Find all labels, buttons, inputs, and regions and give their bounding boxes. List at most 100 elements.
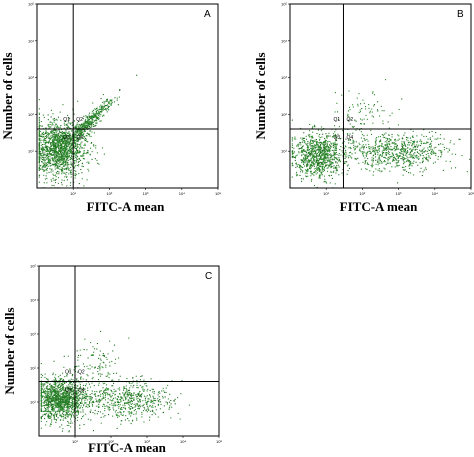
data-point	[53, 394, 55, 396]
data-point	[327, 153, 329, 155]
data-point	[332, 159, 334, 161]
data-point	[59, 168, 61, 170]
data-point	[70, 381, 72, 383]
data-point	[66, 404, 68, 406]
data-point	[50, 162, 52, 164]
data-point	[108, 105, 110, 107]
data-point	[60, 416, 62, 418]
data-point	[63, 145, 65, 147]
data-point	[66, 402, 68, 404]
data-point	[378, 168, 380, 170]
data-point	[330, 142, 332, 144]
data-point	[312, 165, 314, 167]
data-point	[78, 411, 80, 413]
data-point	[58, 138, 60, 140]
data-point	[52, 390, 54, 392]
data-point	[71, 394, 73, 396]
data-point	[66, 413, 68, 415]
data-point	[301, 155, 303, 157]
data-point	[315, 153, 317, 155]
data-point	[74, 139, 76, 141]
data-point	[49, 150, 51, 152]
data-point	[38, 160, 40, 162]
data-point	[81, 397, 83, 399]
data-point	[67, 400, 69, 402]
data-point	[54, 402, 56, 404]
data-point	[295, 173, 297, 175]
data-point	[420, 155, 422, 157]
data-point	[61, 148, 63, 150]
data-point	[62, 140, 64, 142]
data-point	[49, 126, 51, 128]
data-point	[395, 159, 397, 161]
data-point	[350, 156, 352, 158]
data-point	[41, 161, 43, 163]
data-point	[75, 393, 77, 395]
data-point	[421, 152, 423, 154]
data-point	[323, 141, 325, 143]
data-point	[75, 156, 77, 158]
data-point	[392, 159, 394, 161]
data-point	[327, 149, 329, 151]
data-point	[379, 157, 381, 159]
data-point	[44, 413, 46, 415]
data-point	[395, 143, 397, 145]
data-point	[61, 408, 63, 410]
data-point	[299, 167, 301, 169]
data-point	[316, 186, 318, 188]
data-point	[416, 148, 418, 150]
data-point	[72, 153, 74, 155]
data-point	[67, 127, 69, 129]
data-point	[351, 153, 353, 155]
data-point	[62, 387, 64, 389]
data-point	[73, 393, 75, 395]
data-point	[54, 156, 56, 158]
data-point	[66, 153, 68, 155]
data-point	[68, 169, 70, 171]
data-point	[309, 123, 311, 125]
data-point	[73, 392, 75, 394]
data-point	[312, 147, 314, 149]
data-point	[61, 143, 63, 145]
data-point	[326, 141, 328, 143]
data-point	[303, 158, 305, 160]
data-point	[320, 150, 322, 152]
data-point	[304, 158, 306, 160]
data-point	[86, 133, 88, 135]
data-point	[416, 154, 418, 156]
data-point	[411, 154, 413, 156]
data-point	[57, 170, 59, 172]
data-point	[97, 112, 99, 114]
data-point	[412, 143, 414, 145]
data-point	[297, 143, 299, 145]
data-point	[372, 161, 374, 163]
data-point	[326, 154, 328, 156]
data-point	[81, 398, 83, 400]
data-point	[417, 151, 419, 153]
data-point	[353, 147, 355, 149]
data-point	[85, 405, 87, 407]
data-point	[42, 410, 44, 412]
data-point	[293, 138, 295, 140]
data-point	[65, 402, 67, 404]
data-point	[38, 174, 40, 176]
data-point	[322, 143, 324, 145]
data-point	[90, 135, 92, 137]
data-point	[56, 133, 58, 135]
data-point	[54, 418, 56, 420]
data-point	[390, 138, 392, 140]
data-point	[46, 172, 48, 174]
data-point	[92, 102, 94, 104]
data-point	[371, 148, 373, 150]
data-point	[83, 397, 85, 399]
data-point	[113, 101, 115, 103]
data-point	[412, 140, 414, 142]
data-point	[49, 398, 51, 400]
data-point	[114, 97, 116, 99]
data-point	[63, 391, 65, 393]
data-point	[70, 397, 72, 399]
data-point	[345, 156, 347, 158]
data-point	[50, 154, 52, 156]
data-point	[63, 127, 65, 129]
data-point	[43, 166, 45, 168]
